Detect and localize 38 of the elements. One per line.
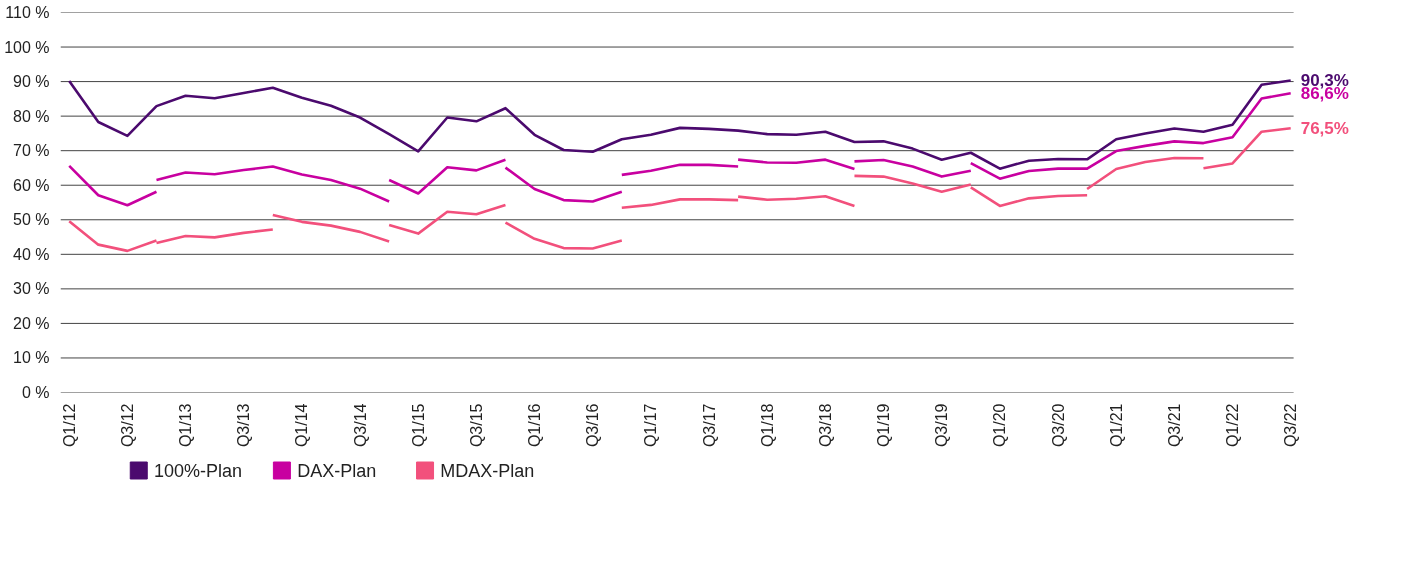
x-tick-label: Q3/14: [351, 403, 369, 448]
y-tick-label: 40 %: [13, 245, 50, 263]
x-tick-label: Q3/20: [1049, 403, 1067, 448]
x-tick-label: Q1/19: [875, 403, 893, 448]
y-tick-label: 50 %: [13, 211, 50, 229]
x-tick-label: Q3/19: [933, 403, 951, 448]
x-tick-label: Q1/17: [642, 403, 660, 448]
y-tick-label: 30 %: [13, 280, 50, 298]
x-tick-label: Q3/18: [816, 403, 834, 448]
x-tick-label: Q3/15: [467, 403, 485, 448]
y-tick-label: 20 %: [13, 314, 50, 332]
y-tick-label: 60 %: [13, 176, 50, 194]
legend-label: 100%-Plan: [154, 460, 243, 481]
x-tick-label: Q1/15: [409, 403, 427, 448]
x-tick-label: Q1/22: [1224, 403, 1242, 448]
x-tick-label: Q3/17: [700, 403, 718, 448]
y-tick-label: 110 %: [5, 4, 50, 21]
y-tick-label: 80 %: [13, 107, 50, 125]
legend-label: MDAX-Plan: [440, 460, 535, 481]
y-tick-label: 10 %: [13, 349, 50, 367]
y-tick-label: 90 %: [13, 73, 50, 91]
data-label: 76,5%: [1300, 118, 1349, 138]
x-tick-label: Q1/18: [758, 403, 776, 448]
legend-label: DAX-Plan: [297, 460, 377, 481]
x-tick-label: Q1/12: [60, 403, 78, 448]
x-tick-label: Q1/13: [177, 403, 195, 448]
x-tick-label: Q3/13: [235, 403, 253, 448]
x-tick-label: Q3/12: [118, 403, 136, 448]
x-tick-label: Q1/21: [1107, 403, 1125, 448]
y-tick-label: 70 %: [13, 142, 50, 160]
x-tick-label: Q1/14: [293, 403, 311, 448]
x-tick-label: Q3/22: [1282, 403, 1300, 448]
x-tick-label: Q1/20: [991, 403, 1009, 448]
x-tick-label: Q3/21: [1165, 403, 1183, 448]
x-tick-label: Q3/16: [584, 403, 602, 448]
x-tick-label: Q1/16: [526, 403, 544, 448]
y-tick-label: 100 %: [4, 38, 50, 56]
y-tick-label: 0 %: [21, 384, 50, 401]
